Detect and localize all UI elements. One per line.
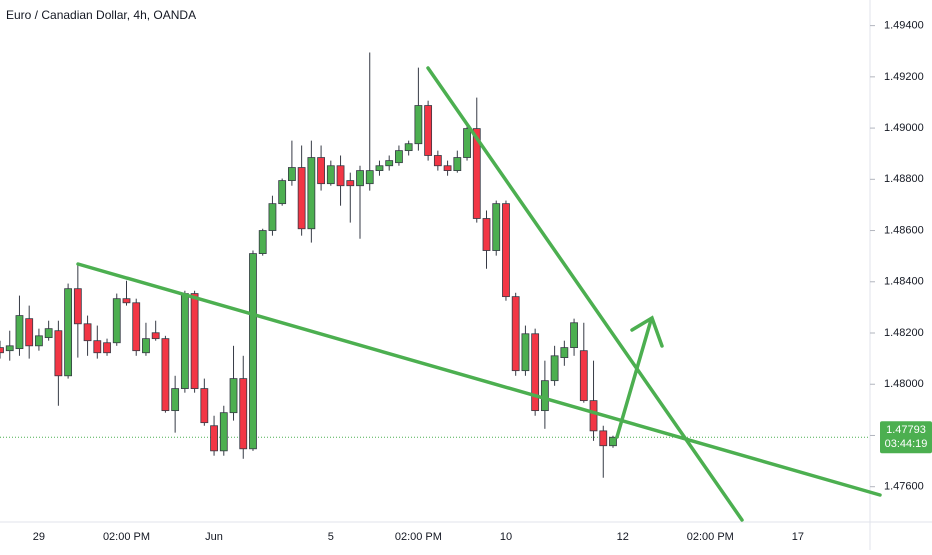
y-tick-label: 1.49400	[884, 20, 924, 32]
x-tick-label: 29	[33, 531, 45, 543]
y-tick-label: 1.49200	[884, 71, 924, 83]
candle-body	[44, 328, 53, 339]
candle-body	[0, 347, 4, 354]
candle-body	[540, 380, 549, 412]
candle-body	[54, 330, 63, 377]
y-tick-label: 1.48200	[884, 327, 924, 339]
candle-body	[15, 315, 24, 350]
candle-body	[268, 203, 277, 231]
candle-body	[64, 288, 73, 377]
candle-body	[463, 128, 471, 158]
candle-body	[180, 293, 189, 389]
candle-body	[375, 165, 384, 172]
x-tick-label: 02:00 PM	[687, 531, 734, 543]
y-tick-label: 1.48400	[884, 276, 924, 288]
candle-body	[83, 323, 92, 342]
candle-body	[492, 203, 501, 251]
chart-title: Euro / Canadian Dollar, 4h, OANDA	[6, 8, 196, 22]
candle-body	[5, 345, 14, 352]
x-tick-label: 5	[328, 531, 334, 543]
trend-line	[426, 66, 744, 522]
candle-body	[336, 165, 345, 187]
drawings	[76, 66, 882, 522]
last-price-bg	[880, 421, 932, 454]
candle-body	[443, 165, 452, 172]
candle-body	[511, 296, 520, 372]
countdown: 03:44:19	[885, 438, 928, 450]
candle-body	[171, 388, 180, 412]
candle-body	[414, 105, 423, 145]
candle-body	[550, 355, 559, 382]
candle-body	[278, 180, 287, 205]
candle-body	[531, 333, 540, 412]
candle-body	[297, 167, 306, 230]
candle-body	[200, 388, 209, 424]
candle-body	[35, 335, 43, 347]
candle-body	[151, 332, 160, 340]
candle-body	[560, 347, 569, 358]
candle-body	[385, 160, 394, 167]
candle-body	[472, 128, 481, 219]
candles	[0, 52, 617, 478]
candle-body	[433, 155, 442, 167]
candle-body	[395, 150, 403, 164]
candle-body	[404, 143, 413, 152]
candle-body	[25, 318, 34, 347]
x-tick-label: 02:00 PM	[103, 531, 150, 543]
candle-body	[307, 157, 316, 230]
candle-body	[326, 165, 335, 185]
candle-body	[142, 338, 150, 354]
candle-body	[482, 218, 491, 251]
x-tick-label: Jun	[205, 531, 223, 543]
candle-body	[73, 288, 82, 325]
candle-body	[249, 253, 257, 450]
candle-body	[287, 167, 296, 181]
x-tick-label: 17	[792, 531, 804, 543]
candle-body	[579, 350, 588, 402]
y-tick-label: 1.48600	[884, 224, 924, 236]
x-tick-label: 02:00 PM	[395, 531, 442, 543]
candle-body	[365, 170, 374, 185]
candle-body	[453, 157, 462, 172]
candle-body	[317, 157, 325, 185]
last-price-box: 1.47793 03:44:19	[880, 421, 932, 454]
candle-body	[103, 342, 111, 354]
candle-body	[161, 338, 170, 412]
candle-body	[210, 425, 218, 452]
candle-body	[356, 170, 364, 187]
candle-body	[521, 333, 530, 372]
candle-body	[112, 298, 121, 344]
candle-body	[570, 322, 578, 349]
arrow-shaft	[615, 318, 653, 439]
candle-body	[258, 230, 267, 254]
candle-body	[424, 105, 433, 156]
candle-body	[190, 293, 199, 389]
candle-body	[502, 203, 510, 298]
y-tick-label: 1.48800	[884, 173, 924, 185]
y-tick-label: 1.47600	[884, 481, 924, 493]
y-tick-label: 1.48000	[884, 378, 924, 390]
candle-body	[589, 400, 598, 432]
candle-body	[599, 430, 608, 447]
candle-body	[93, 340, 102, 354]
trend-line	[76, 262, 882, 497]
candle-body	[122, 298, 131, 304]
x-tick-label: 10	[500, 531, 512, 543]
candle-body	[132, 302, 141, 352]
arrow-head	[630, 315, 664, 348]
candle-body	[219, 412, 228, 452]
candle-body	[609, 436, 617, 447]
candle-body	[229, 378, 238, 414]
candle-body	[346, 180, 355, 187]
last-price-label: 1.47793	[886, 424, 926, 436]
x-tick-label: 12	[617, 531, 629, 543]
candle-body	[239, 378, 248, 450]
y-tick-label: 1.49000	[884, 122, 924, 134]
